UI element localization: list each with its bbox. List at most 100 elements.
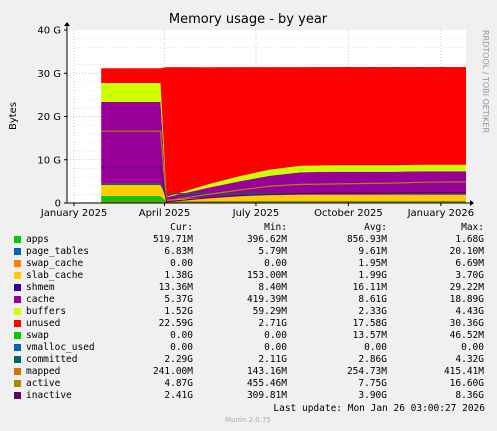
legend-name: mapped xyxy=(26,366,61,377)
legend-rows: apps 519.71M 396.62M 856.93M 1.68G page_table… xyxy=(0,234,497,402)
line-inactive xyxy=(101,166,466,203)
legend-min-value: 419.39M xyxy=(246,294,287,305)
legend-min-value: 455.46M xyxy=(246,378,287,389)
legend-cur-value: 4.87G xyxy=(164,378,193,389)
legend-swatch xyxy=(14,284,21,291)
legend-avg-value: 9.61M xyxy=(358,246,387,257)
legend-max-value: 415.41M xyxy=(443,366,484,377)
legend-max-value: 1.68G xyxy=(455,234,484,245)
munin-version: Munin 2.0.75 xyxy=(225,416,271,424)
legend-avg-value: 3.90G xyxy=(358,390,387,401)
legend-name: cache xyxy=(26,294,55,305)
y-tick-label: 20 G xyxy=(37,112,61,123)
legend-avg-value: 254.73M xyxy=(346,366,387,377)
area-page-tables xyxy=(101,196,466,202)
legend-name: buffers xyxy=(26,306,67,317)
area-cache xyxy=(101,102,466,200)
legend-max-value: 30.36G xyxy=(449,318,484,329)
area-buffers xyxy=(101,83,466,198)
legend-swatch xyxy=(14,296,21,303)
y-tick-label: 10 G xyxy=(37,155,61,166)
legend-row-swap: swap 0.00 0.00 13.57M 46.52M xyxy=(0,330,497,342)
x-axis-arrow xyxy=(470,200,474,206)
legend-header: Cur: Min: Avg: Max: xyxy=(0,222,497,234)
rrdtool-label: RRDTOOL / TOBI OETIKER xyxy=(481,30,490,133)
legend-min-value: 0.00 xyxy=(264,330,287,341)
chart-title: Memory usage - by year xyxy=(169,12,328,27)
legend-name: slab_cache xyxy=(26,270,84,281)
legend-min-value: 0.00 xyxy=(264,342,287,353)
legend-row-vmalloc-used: vmalloc_used 0.00 0.00 0.00 0.00 xyxy=(0,342,497,354)
legend-name: vmalloc_used xyxy=(26,342,95,353)
legend-swatch xyxy=(14,368,21,375)
x-tick-label: April 2025 xyxy=(139,208,190,219)
legend-cur-value: 22.59G xyxy=(158,318,193,329)
legend-min-value: 396.62M xyxy=(246,234,287,245)
legend-min-value: 2.11G xyxy=(258,354,287,365)
legend-name: swap xyxy=(26,330,49,341)
legend-row-committed: committed 2.29G 2.11G 2.86G 4.32G xyxy=(0,354,497,366)
x-tick-label: January 2026 xyxy=(407,208,475,219)
stacked-areas xyxy=(101,67,466,203)
legend-avg-value: 856.93M xyxy=(346,234,387,245)
legend-avg-value: 1.99G xyxy=(358,270,387,281)
last-update: Last update: Mon Jan 26 03:00:27 2026 xyxy=(273,403,485,414)
y-tick-label: 30 G xyxy=(37,69,61,80)
legend-swatch xyxy=(14,248,21,255)
legend-cur-value: 0.00 xyxy=(170,258,193,269)
legend-avg-value: 1.95M xyxy=(358,258,387,269)
legend-swatch xyxy=(14,320,21,327)
x-tick-label: October 2025 xyxy=(314,208,383,219)
legend-max-value: 3.70G xyxy=(455,270,484,281)
legend-swatch xyxy=(14,392,21,399)
legend-name: page_tables xyxy=(26,246,89,257)
legend-swatch xyxy=(14,272,21,279)
legend-min-value: 309.81M xyxy=(246,390,287,401)
legend-max-value: 20.10M xyxy=(449,246,484,257)
legend-min-value: 143.16M xyxy=(246,366,287,377)
legend-cur-value: 6.83M xyxy=(164,246,193,257)
y-tick-label: 40 G xyxy=(37,26,61,37)
x-tick-label: January 2025 xyxy=(40,208,108,219)
legend-avg-value: 7.75G xyxy=(358,378,387,389)
header-cur: Cur: xyxy=(170,222,193,233)
legend-row-inactive: inactive 2.41G 309.81M 3.90G 8.36G xyxy=(0,390,497,402)
legend-min-value: 2.71G xyxy=(258,318,287,329)
legend-min-value: 59.29M xyxy=(252,306,287,317)
legend-row-page-tables: page_tables 6.83M 5.79M 9.61M 20.10M xyxy=(0,246,497,258)
legend-cur-value: 1.38G xyxy=(164,270,193,281)
header-min: Min: xyxy=(264,222,287,233)
legend-cur-value: 5.37G xyxy=(164,294,193,305)
legend-row-slab-cache: slab_cache 1.38G 153.00M 1.99G 3.70G xyxy=(0,270,497,282)
legend-swatch xyxy=(14,308,21,315)
legend-cur-value: 2.29G xyxy=(164,354,193,365)
legend-row-mapped: mapped 241.00M 143.16M 254.73M 415.41M xyxy=(0,366,497,378)
legend-avg-value: 13.57M xyxy=(352,330,387,341)
legend-row-apps: apps 519.71M 396.62M 856.93M 1.68G xyxy=(0,234,497,246)
y-axis-arrow xyxy=(64,22,70,26)
legend-cur-value: 0.00 xyxy=(170,330,193,341)
legend-cur-value: 0.00 xyxy=(170,342,193,353)
header-max: Max: xyxy=(461,222,484,233)
legend-max-value: 16.60G xyxy=(449,378,484,389)
legend-row-active: active 4.87G 455.46M 7.75G 16.60G xyxy=(0,378,497,390)
legend-name: apps xyxy=(26,234,49,245)
x-tick-label: July 2025 xyxy=(232,208,280,219)
legend-swatch xyxy=(14,236,21,243)
legend-avg-value: 17.58G xyxy=(352,318,387,329)
legend-name: shmem xyxy=(26,282,55,293)
line-mapped xyxy=(101,200,466,204)
legend-cur-value: 1.52G xyxy=(164,306,193,317)
legend-max-value: 29.22M xyxy=(449,282,484,293)
y-tick-label: 0 xyxy=(55,199,61,210)
legend-max-value: 46.52M xyxy=(449,330,484,341)
area-apps xyxy=(101,196,466,203)
legend-name: committed xyxy=(26,354,78,365)
legend-cur-value: 13.36M xyxy=(158,282,193,293)
header-avg: Avg: xyxy=(364,222,387,233)
legend-max-value: 6.69M xyxy=(455,258,484,269)
legend-swatch xyxy=(14,344,21,351)
y-axis-label: Bytes xyxy=(8,102,19,130)
legend-swatch xyxy=(14,380,21,387)
legend-name: swap_cache xyxy=(26,258,84,269)
